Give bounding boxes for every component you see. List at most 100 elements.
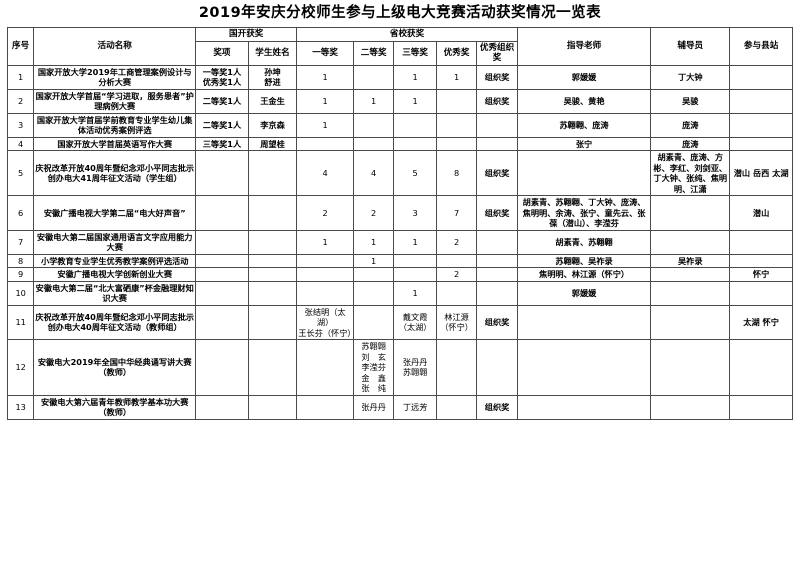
cell-province-second: 张丹丹 [352,394,395,420]
table-row: 3 国家开放大学首届学前教育专业学生幼儿集体活动优秀案例评选 二等奖1人 李京森 1 苏翺… [6,112,793,138]
cell-index: 10 [6,280,35,306]
cell-province-first [296,267,354,282]
cell-province-org [476,280,518,306]
table-row: 8 小学教育专业学生优秀教学案例评选活动 1 苏翺翺、吴祚录 吴祚录 [6,253,793,268]
cell-activity: 安徽电大第二届“北大富硒康”杯金融理财知识大赛 [33,280,197,306]
cell-province-org: 组织奖 [476,64,518,90]
cell-tutor [650,280,731,306]
cell-province-first: 4 [296,150,354,196]
header-province-excellent: 优秀奖 [435,40,478,66]
cell-index: 5 [6,150,35,196]
cell-province-second: 1 [352,88,395,114]
cell-teacher [516,339,652,396]
cell-national-award [195,253,249,268]
table-row: 13 安徽电大第六届青年教师教学基本功大赛（教师） 张丹丹 丁远芳 组织奖 [6,394,793,420]
cell-county [729,339,793,396]
cell-national-student [247,195,298,231]
header-province-group: 省校获奖 [296,27,518,42]
cell-teacher: 郭媛媛 [516,280,652,306]
cell-teacher: 焦明明、林江源（怀宁） [516,267,652,282]
header-index: 序号 [6,27,35,66]
cell-province-org: 组织奖 [476,304,518,340]
table-row: 12 安徽电大2019年全国中华经典诵写讲大赛（教师） 苏翺翺 刘 玄 李滢芬 金 … [6,339,793,396]
cell-province-org: 组织奖 [476,195,518,231]
cell-province-third: 1 [393,229,437,255]
cell-province-excellent: 2 [435,267,478,282]
header-province-third: 三等奖 [393,40,437,66]
cell-province-excellent [435,280,478,306]
cell-province-third [393,112,437,138]
cell-province-first [296,394,354,420]
cell-province-first: 1 [296,229,354,255]
cell-county [729,64,793,90]
cell-national-award: 三等奖1人 [195,136,249,151]
cell-tutor [650,195,731,231]
cell-province-third: 丁远芳 [393,394,437,420]
cell-province-first [296,253,354,268]
cell-activity: 安徽电大第二届国家通用语言文字应用能力大赛 [33,229,197,255]
cell-index: 9 [6,267,35,282]
cell-province-second: 1 [352,253,395,268]
cell-province-excellent: 林江源 （怀宁） [435,304,478,340]
cell-index: 7 [6,229,35,255]
cell-county: 潜山 [729,195,793,231]
cell-national-student [247,253,298,268]
cell-province-second [352,280,395,306]
header-national-student: 学生姓名 [247,40,298,66]
cell-national-student [247,304,298,340]
cell-tutor [650,304,731,340]
header-national-award: 奖项 [195,40,249,66]
cell-national-award [195,229,249,255]
cell-province-excellent: 1 [435,64,478,90]
cell-activity: 小学教育专业学生优秀教学案例评选活动 [33,253,197,268]
cell-index: 13 [6,394,35,420]
cell-province-excellent: 2 [435,229,478,255]
cell-tutor: 庞涛 [650,136,731,151]
cell-province-third [393,267,437,282]
cell-tutor: 胡素青、庞涛、方彬、李红、刘剑亚、丁大钟、张纯、焦明明、江潇 [650,150,731,196]
cell-national-student [247,150,298,196]
cell-province-org [476,229,518,255]
header-province-first: 一等奖 [296,40,354,66]
cell-province-second: 苏翺翺 刘 玄 李滢芬 金 鑫 张 纯 [352,339,395,396]
cell-teacher: 苏翺翺、吴祚录 [516,253,652,268]
cell-teacher: 郭媛媛 [516,64,652,90]
header-province-org: 优秀组织奖 [476,40,518,66]
cell-teacher: 张宁 [516,136,652,151]
cell-province-third: 1 [393,280,437,306]
cell-index: 8 [6,253,35,268]
cell-national-student: 王金生 [247,88,298,114]
cell-province-excellent [435,88,478,114]
cell-province-second [352,136,395,151]
cell-activity: 安徽电大2019年全国中华经典诵写讲大赛（教师） [33,339,197,396]
award-table: 序号 活动名称 国开获奖 省校获奖 指导老师 辅导员 参与县站 奖项 学生姓名 … [6,27,793,420]
cell-activity: 安徽电大第六届青年教师教学基本功大赛（教师） [33,394,197,420]
cell-index: 12 [6,339,35,396]
cell-national-student [247,229,298,255]
cell-activity: 庆祝改革开放40周年暨纪念邓小平同志批示创办电大41周年征文活动（学生组） [33,150,197,196]
cell-index: 3 [6,112,35,138]
cell-tutor [650,394,731,420]
cell-national-award: 二等奖1人 [195,112,249,138]
table-header: 序号 活动名称 国开获奖 省校获奖 指导老师 辅导员 参与县站 奖项 学生姓名 … [6,27,793,66]
table-row: 4 国家开放大学首届英语写作大赛 三等奖1人 周望桂 张宁 庞涛 [6,136,793,151]
cell-tutor [650,339,731,396]
cell-county [729,253,793,268]
cell-activity: 国家开放大学2019年工商管理案例设计与分析大赛 [33,64,197,90]
cell-province-first: 1 [296,88,354,114]
cell-province-second [352,64,395,90]
cell-province-third: 戴文霞 （太湖） [393,304,437,340]
cell-province-org: 组织奖 [476,394,518,420]
cell-teacher [516,394,652,420]
cell-index: 1 [6,64,35,90]
cell-province-first: 1 [296,64,354,90]
cell-teacher: 胡素青、苏翺翺 [516,229,652,255]
cell-county [729,280,793,306]
header-activity: 活动名称 [33,27,197,66]
cell-county: 太湖 怀宁 [729,304,793,340]
cell-province-second [352,304,395,340]
cell-tutor: 吴祚录 [650,253,731,268]
table-row: 7 安徽电大第二届国家通用语言文字应用能力大赛 1 1 1 2 胡素青、苏翺翺 [6,229,793,255]
cell-province-third: 张丹丹 苏翺翺 [393,339,437,396]
header-province-second: 二等奖 [352,40,395,66]
